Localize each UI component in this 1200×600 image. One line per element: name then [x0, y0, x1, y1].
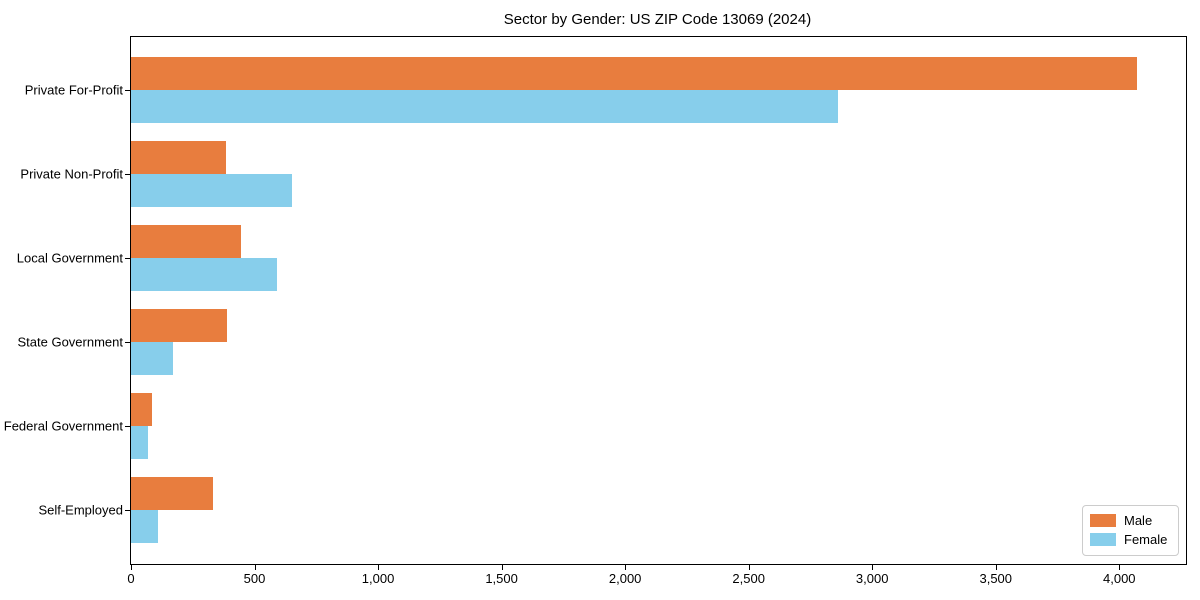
y-tick-mark [125, 342, 130, 343]
bar-male-federal-government [131, 393, 152, 426]
bar-female-private-non-profit [131, 174, 292, 207]
x-tick-mark [625, 565, 627, 570]
legend-label-male: Male [1124, 513, 1153, 528]
x-tick-mark [872, 565, 874, 570]
x-tick-mark [501, 565, 503, 570]
y-tick-label: State Government [17, 334, 124, 350]
bar-female-self-employed [131, 510, 159, 543]
x-tick-label: 3,000 [855, 571, 889, 586]
bar-female-local-government [131, 258, 277, 291]
x-tick-mark [1119, 565, 1121, 570]
y-tick-label: Self-Employed [38, 502, 123, 518]
y-tick-label: Local Government [16, 250, 123, 266]
bar-male-private-for-profit [131, 57, 1137, 90]
y-tick-label: Private For-Profit [24, 82, 123, 98]
bar-male-private-non-profit [131, 141, 227, 174]
x-tick-mark [378, 565, 380, 570]
chart-title: Sector by Gender: US ZIP Code 13069 (202… [503, 11, 812, 28]
x-tick-label: 500 [243, 571, 266, 586]
legend-label-female: Female [1124, 532, 1168, 547]
y-tick-mark [125, 90, 130, 91]
plot-area: 0 500 1,000 1,500 2,000 2,500 3,000 3,500 4,000 … [4, 36, 1187, 586]
legend-entry-male: Male [1090, 511, 1170, 530]
bar-male-self-employed [131, 477, 213, 510]
x-tick-label: 0 [127, 571, 135, 586]
male-color-swatch [1090, 514, 1116, 527]
female-color-swatch [1090, 533, 1116, 546]
y-tick-mark [125, 426, 130, 427]
bar-male-state-government [131, 309, 228, 342]
bar-male-local-government [131, 225, 241, 258]
y-tick-mark [125, 510, 130, 511]
bar-female-federal-government [131, 426, 149, 459]
x-tick-mark [748, 565, 750, 570]
x-tick-label: 4,000 [1103, 571, 1136, 586]
x-tick-label: 1,500 [485, 571, 518, 586]
x-tick-mark [131, 565, 132, 570]
x-tick-label: 2,000 [608, 571, 642, 586]
bar-female-state-government [131, 342, 173, 375]
x-tick-label: 3,500 [979, 571, 1013, 586]
legend: Male Female [1082, 505, 1179, 556]
bar-female-private-for-profit [131, 90, 838, 123]
x-tick-label: 1,000 [361, 571, 395, 586]
x-tick-mark [995, 565, 997, 570]
legend-entry-female: Female [1090, 530, 1170, 549]
y-tick-label: Federal Government [3, 418, 123, 434]
x-tick-label: 2,500 [732, 571, 765, 586]
x-tick-mark [254, 565, 256, 570]
y-tick-label: Private Non-Profit [20, 166, 123, 182]
y-tick-mark [125, 258, 130, 259]
y-tick-mark [125, 174, 130, 175]
